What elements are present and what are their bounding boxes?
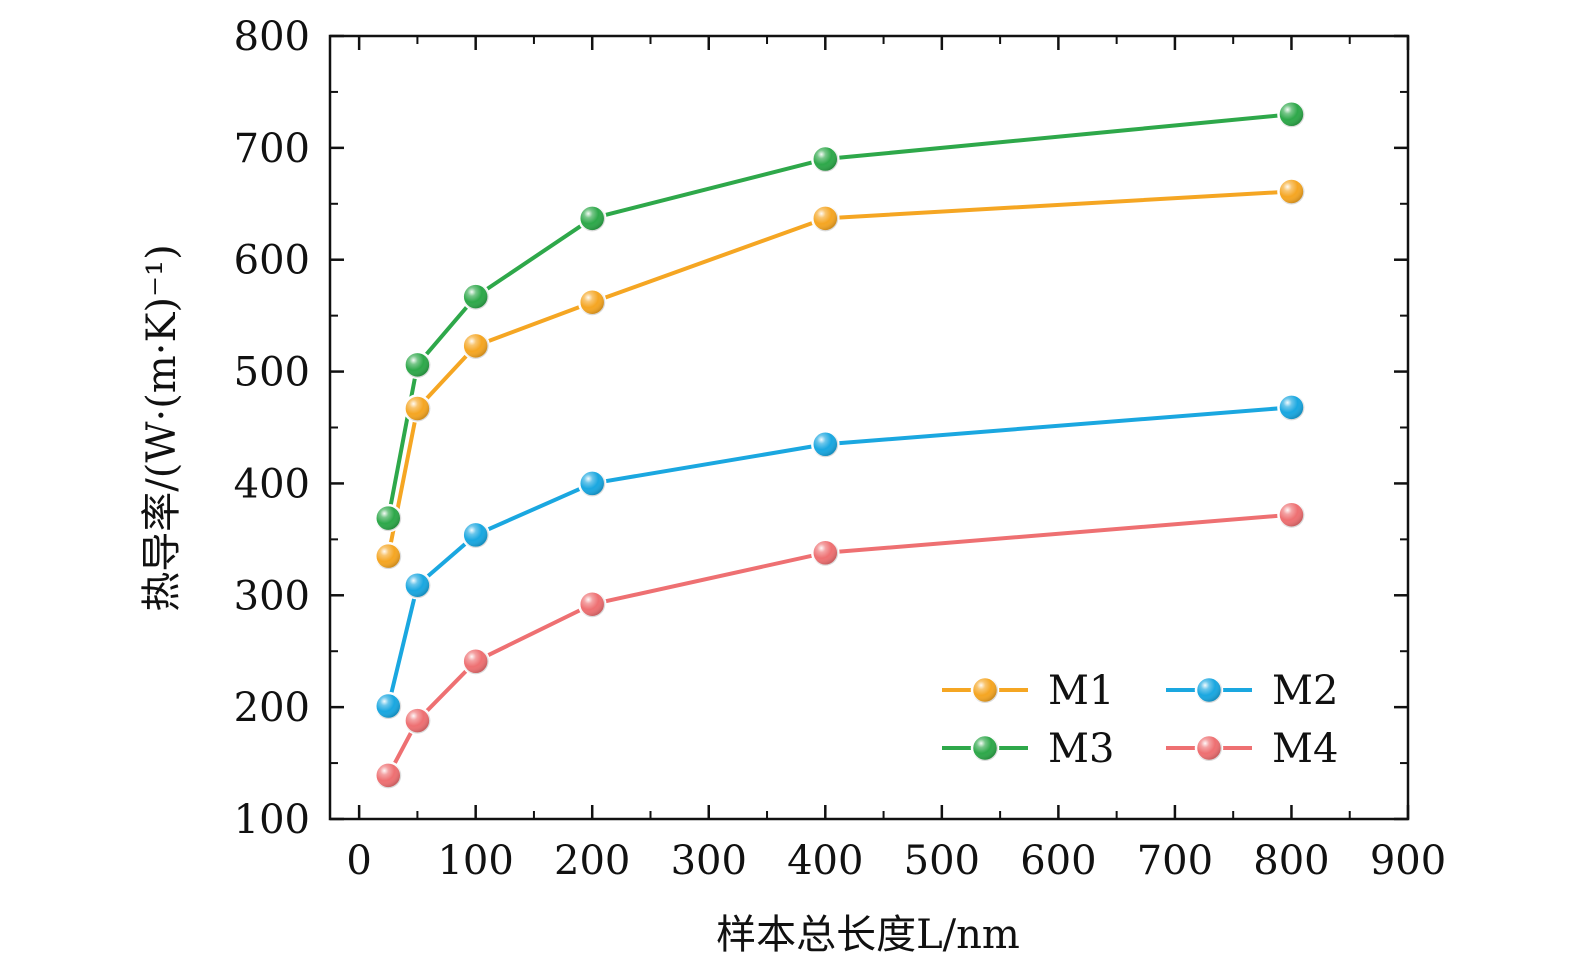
x-tick-label: 700 bbox=[1137, 838, 1213, 884]
legend-marker bbox=[970, 675, 1000, 705]
data-point-m1 bbox=[403, 394, 432, 423]
x-tick-label: 600 bbox=[1020, 838, 1096, 884]
data-point-m3 bbox=[461, 282, 490, 311]
y-tick-label: 700 bbox=[234, 126, 310, 172]
legend-marker bbox=[1194, 675, 1224, 705]
data-point-m2 bbox=[577, 469, 607, 498]
legend-label: M1 bbox=[1048, 668, 1114, 714]
x-tick-label: 200 bbox=[554, 838, 630, 884]
data-point-m3 bbox=[577, 204, 607, 233]
data-point-m3 bbox=[374, 503, 403, 533]
data-point-m2 bbox=[461, 520, 490, 550]
x-tick-label: 300 bbox=[671, 838, 747, 884]
y-tick-label: 300 bbox=[234, 573, 310, 619]
data-point-m3 bbox=[811, 144, 840, 174]
y-tick-label: 500 bbox=[234, 350, 310, 396]
legend-marker bbox=[1194, 733, 1224, 763]
axis-ticks bbox=[330, 34, 1410, 821]
data-point-m2 bbox=[1277, 393, 1306, 422]
legend-item-m4: M4 bbox=[1166, 726, 1338, 772]
legend-item-m3: M3 bbox=[942, 726, 1114, 772]
y-tick-label: 100 bbox=[234, 797, 310, 843]
series-markers bbox=[374, 100, 1306, 790]
data-point-m1 bbox=[1277, 177, 1306, 206]
data-point-m1 bbox=[811, 204, 840, 233]
y-tick-label: 600 bbox=[234, 238, 310, 284]
legend-item-m1: M1 bbox=[942, 668, 1114, 714]
data-point-m4 bbox=[403, 706, 432, 735]
data-point-m2 bbox=[374, 691, 403, 721]
data-point-m3 bbox=[403, 350, 432, 380]
series-lines bbox=[386, 112, 1292, 777]
tick-labels: 0 100 200 300 400 500 600 700 800 900 100 200 300 400… bbox=[234, 14, 1447, 884]
data-point-m3 bbox=[1277, 100, 1306, 129]
data-point-m2 bbox=[811, 430, 840, 459]
series-line-m4 bbox=[386, 512, 1292, 777]
series-line-m1 bbox=[386, 189, 1292, 557]
legend: M1 M2 M3 M4 bbox=[942, 668, 1338, 772]
y-tick-label: 400 bbox=[234, 461, 310, 507]
x-axis-title: 样本总长度L/nm bbox=[716, 912, 1020, 958]
x-tick-label: 900 bbox=[1370, 838, 1446, 884]
data-point-m2 bbox=[403, 570, 432, 600]
data-point-m4 bbox=[461, 647, 490, 676]
legend-label: M4 bbox=[1272, 726, 1338, 772]
series-line-m3 bbox=[386, 112, 1292, 519]
data-point-m1 bbox=[461, 331, 490, 361]
legend-label: M2 bbox=[1272, 668, 1338, 714]
data-point-m4 bbox=[577, 589, 607, 619]
data-point-m4 bbox=[811, 538, 840, 568]
x-tick-label: 400 bbox=[787, 838, 863, 884]
y-tick-label: 800 bbox=[234, 14, 310, 60]
data-point-m1 bbox=[577, 287, 607, 317]
x-tick-label: 800 bbox=[1253, 838, 1329, 884]
legend-item-m2: M2 bbox=[1166, 668, 1338, 714]
data-point-m4 bbox=[1277, 500, 1306, 529]
legend-marker bbox=[970, 733, 1000, 763]
series-line-m2 bbox=[386, 405, 1292, 707]
data-point-m1 bbox=[374, 541, 403, 571]
x-tick-label: 0 bbox=[346, 838, 371, 884]
y-tick-label: 200 bbox=[234, 685, 310, 731]
y-axis-title: 热导率/(W·(m·K)⁻¹) bbox=[139, 244, 185, 611]
legend-label: M3 bbox=[1048, 726, 1114, 772]
x-tick-label: 100 bbox=[437, 838, 513, 884]
data-point-m4 bbox=[374, 761, 403, 790]
x-tick-label: 500 bbox=[904, 838, 980, 884]
